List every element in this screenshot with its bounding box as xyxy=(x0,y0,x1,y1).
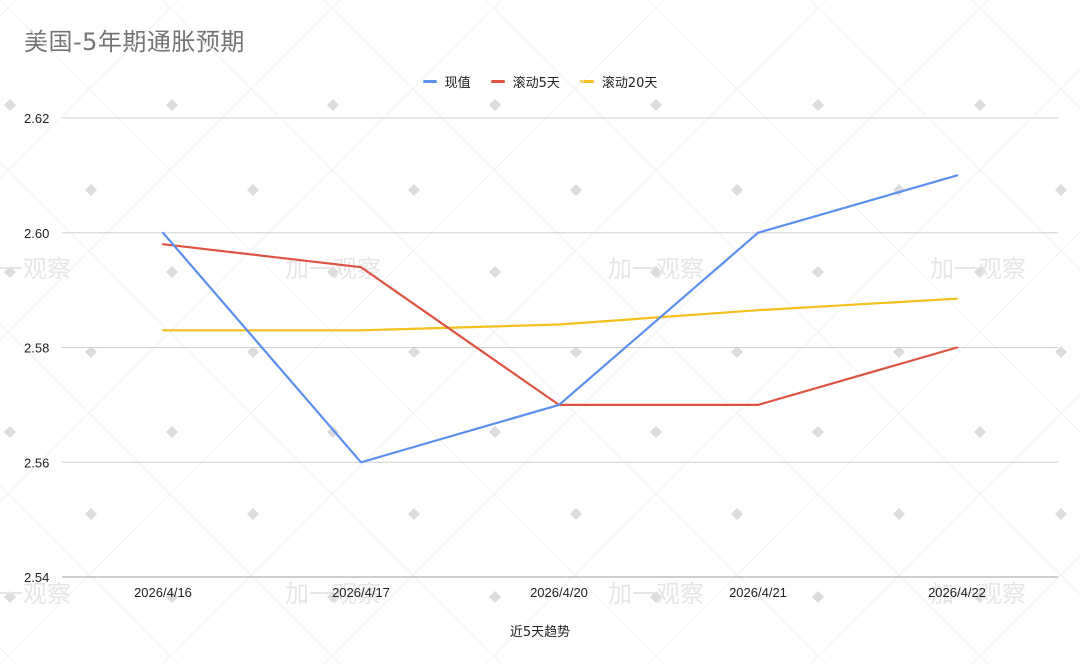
watermark-diamond-icon xyxy=(408,184,420,196)
watermark-line xyxy=(0,161,503,664)
watermark-diamond-icon xyxy=(166,426,178,438)
watermark-diamond-icon xyxy=(650,266,662,278)
watermark-diamond-icon xyxy=(247,184,259,196)
watermark-line xyxy=(0,0,341,341)
watermark-diamond-icon xyxy=(570,508,582,520)
watermark-diamond-icon xyxy=(974,99,986,111)
watermark-diamond-icon xyxy=(247,508,259,520)
x-tick-label: 2026/4/21 xyxy=(729,585,787,600)
watermark-line xyxy=(971,0,1080,109)
watermark-diamond-icon xyxy=(1055,184,1067,196)
watermark-diamond-icon xyxy=(4,426,16,438)
legend-label: 滚动5天 xyxy=(512,76,560,91)
watermark-diamond-icon xyxy=(327,99,339,111)
watermark-diamond-icon xyxy=(731,346,743,358)
watermark-text: 加一观察 xyxy=(0,255,71,283)
watermark-diamond-icon xyxy=(166,99,178,111)
watermark-diamond-icon xyxy=(1055,346,1067,358)
watermark-diamond-icon xyxy=(4,99,16,111)
watermark-line xyxy=(485,69,1080,664)
watermark-line xyxy=(809,0,1080,271)
watermark-diamond-icon xyxy=(85,346,97,358)
watermark-diamond-icon xyxy=(893,508,905,520)
watermark-line xyxy=(0,0,503,503)
x-tick-label: 2026/4/22 xyxy=(928,585,986,600)
watermark-diamond-icon xyxy=(812,591,824,603)
watermark-diamond-icon xyxy=(166,266,178,278)
legend-label: 现值 xyxy=(444,76,471,91)
y-tick-label: 2.60 xyxy=(24,226,49,241)
legend-item: 滚动5天 xyxy=(490,72,560,91)
x-tick-label: 2026/4/17 xyxy=(332,585,390,600)
watermark-diamond-icon xyxy=(4,591,16,603)
watermark-line xyxy=(485,0,1080,595)
watermark-diamond-icon xyxy=(4,266,16,278)
series-line-2 xyxy=(161,297,959,332)
chart-title: 美国-5年期通胀预期 xyxy=(24,28,245,56)
watermark-diamond-icon xyxy=(489,99,501,111)
watermark-diamond-icon xyxy=(489,266,501,278)
watermark-diamond-icon xyxy=(166,591,178,603)
watermark-text: 加一观察 xyxy=(608,580,704,608)
watermark-text: 加一观察 xyxy=(930,255,1026,283)
watermark-diamond-icon xyxy=(650,426,662,438)
watermark-diamond-icon xyxy=(812,99,824,111)
watermark-line xyxy=(0,0,179,179)
legend-item: 滚动20天 xyxy=(579,72,658,91)
watermark-line xyxy=(161,0,827,664)
series-line-0 xyxy=(161,174,959,464)
watermark-diamond-icon xyxy=(812,426,824,438)
watermark-diamond-icon xyxy=(731,184,743,196)
watermark-diamond-icon xyxy=(1055,508,1067,520)
watermark-line xyxy=(0,485,179,664)
y-tick-label: 2.56 xyxy=(24,455,49,470)
watermark-diamond-icon xyxy=(731,508,743,520)
y-tick-label: 2.62 xyxy=(24,111,49,126)
x-tick-label: 2026/4/16 xyxy=(134,585,192,600)
watermark-line xyxy=(647,231,1080,664)
watermark-line xyxy=(809,393,1080,664)
y-tick-label: 2.54 xyxy=(24,570,49,585)
watermark-diamond-icon xyxy=(489,426,501,438)
legend-swatch xyxy=(579,80,594,83)
watermark-diamond-icon xyxy=(408,346,420,358)
watermark-diamond-icon xyxy=(812,266,824,278)
watermark-text: 加一观察 xyxy=(0,580,71,608)
legend-label: 滚动20天 xyxy=(601,76,658,91)
watermark-line xyxy=(323,0,989,664)
watermark-line xyxy=(0,0,665,664)
legend-item: 现值 xyxy=(422,72,471,91)
watermark-diamond-icon xyxy=(489,591,501,603)
watermark-diamond-icon xyxy=(570,346,582,358)
x-tick-label: 2026/4/20 xyxy=(530,585,588,600)
watermark-diamond-icon xyxy=(974,426,986,438)
watermark-diamond-icon xyxy=(85,184,97,196)
x-axis-title: 近5天趋势 xyxy=(509,625,571,640)
watermark-diamond-icon xyxy=(327,591,339,603)
watermark-line xyxy=(971,555,1080,664)
watermark-diamond-icon xyxy=(650,99,662,111)
watermark-diamond-icon xyxy=(974,591,986,603)
watermark-text: 加一观察 xyxy=(930,580,1026,608)
watermark-text: 加一观察 xyxy=(285,580,381,608)
watermark-diamond-icon xyxy=(247,346,259,358)
legend-swatch xyxy=(490,80,505,83)
watermark-diamond-icon xyxy=(893,346,905,358)
watermark-diamond-icon xyxy=(85,508,97,520)
legend: 现值 滚动5天 滚动20天 xyxy=(0,72,1080,91)
watermark-line xyxy=(647,0,1080,433)
legend-swatch xyxy=(422,80,437,83)
watermark-diamond-icon xyxy=(570,184,582,196)
watermark-text: 加一观察 xyxy=(608,255,704,283)
watermark-diamond-icon xyxy=(408,508,420,520)
watermark-diamond-icon xyxy=(974,266,986,278)
watermark-diamond-icon xyxy=(327,266,339,278)
watermark-diamond-icon xyxy=(650,591,662,603)
y-tick-label: 2.58 xyxy=(24,341,49,356)
